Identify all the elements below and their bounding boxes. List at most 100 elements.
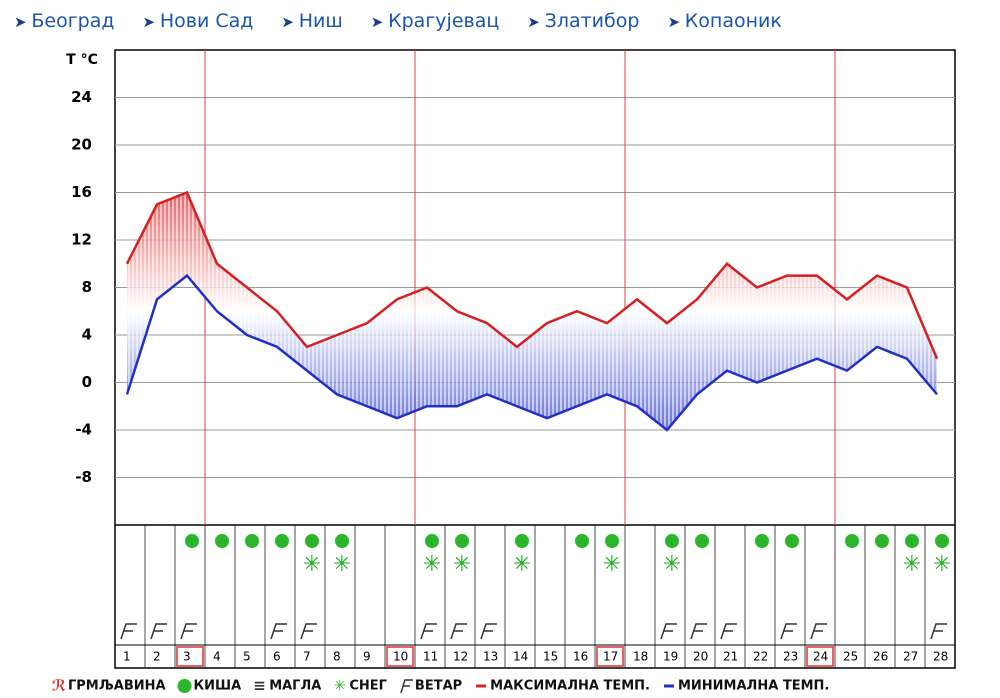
rain-icon (575, 534, 589, 548)
legend: ℛ ГРМЉАВИНА КИША ≡ МАГЛА ✳ СНЕГ ВЕТАР МАКСИМАЛНА… (52, 677, 829, 695)
day-label: 28 (933, 650, 948, 664)
y-tick-label: 24 (71, 88, 92, 106)
wind-icon (150, 623, 167, 640)
rain-icon (905, 534, 919, 548)
day-label: 8 (333, 650, 341, 664)
rain-icon (245, 534, 259, 548)
range-hatch (127, 192, 937, 430)
day-label: 15 (543, 650, 558, 664)
day-label: 26 (873, 650, 888, 664)
day-label: 9 (363, 650, 371, 664)
wind-icon (270, 623, 287, 640)
legend-label: МИНИМАЛНА ТЕМП. (678, 679, 829, 694)
nav-link[interactable]: Београд (14, 10, 114, 32)
legend-label: МАГЛА (269, 679, 321, 694)
day-label: 12 (453, 650, 468, 664)
y-tick-label: 12 (71, 231, 92, 249)
day-label: 22 (753, 650, 768, 664)
wind-icon (450, 623, 467, 640)
day-label: 4 (213, 650, 221, 664)
legend-label: ВЕТАР (415, 679, 462, 694)
series-line (125, 273, 938, 432)
y-tick-label: 20 (71, 136, 92, 154)
day-label: 19 (663, 650, 678, 664)
snow-icon: ✳ (933, 552, 951, 577)
rain-icon (425, 534, 439, 548)
day-label: 11 (423, 650, 438, 664)
snow-icon: ✳ (663, 552, 681, 577)
y-tick-label: -4 (75, 421, 92, 439)
rain-icon (455, 534, 469, 548)
day-highlight (386, 646, 414, 667)
rain-icon (875, 534, 889, 548)
legend-icon: ≡ (253, 677, 266, 695)
rain-icon (605, 534, 619, 548)
snow-icon: ✳ (603, 552, 621, 577)
day-label: 18 (633, 650, 648, 664)
snow-icon: ✳ (513, 552, 531, 577)
day-highlight (176, 646, 204, 667)
day-label: 20 (693, 650, 708, 664)
wind-icon (420, 623, 437, 640)
day-label: 23 (783, 650, 798, 664)
nav-link[interactable]: Златибор (527, 10, 640, 32)
y-tick-label: -8 (75, 468, 92, 486)
legend-icon (400, 679, 413, 694)
wind-icon (180, 623, 197, 640)
day-label: 25 (843, 650, 858, 664)
y-tick-label: 0 (82, 373, 92, 391)
snow-icon: ✳ (423, 552, 441, 577)
wind-icon (930, 623, 947, 640)
rain-icon (845, 534, 859, 548)
day-label: 7 (303, 650, 311, 664)
nav-link[interactable]: Копаоник (667, 10, 782, 32)
y-tick-label: 16 (71, 183, 92, 201)
day-label: 5 (243, 650, 251, 664)
rain-icon (275, 534, 289, 548)
nav-link[interactable]: Ниш (281, 10, 343, 32)
day-label: 2 (153, 650, 161, 664)
legend-label: МАКСИМАЛНА ТЕМП. (490, 679, 650, 694)
snow-icon: ✳ (303, 552, 321, 577)
rain-icon (755, 534, 769, 548)
wind-icon (690, 623, 707, 640)
day-label: 27 (903, 650, 918, 664)
day-label: 16 (573, 650, 588, 664)
day-highlight (806, 646, 834, 667)
day-label: 13 (483, 650, 498, 664)
snow-icon: ✳ (453, 552, 471, 577)
rain-icon (515, 534, 529, 548)
rain-icon (335, 534, 349, 548)
rain-icon (935, 534, 949, 548)
day-label: 10 (393, 650, 408, 664)
y-tick-label: 8 (82, 278, 92, 296)
y-tick-label: 4 (82, 326, 92, 344)
wind-icon (780, 623, 797, 640)
nav-link[interactable]: Нови Сад (143, 10, 254, 32)
snow-icon: ✳ (903, 552, 921, 577)
day-label: 24 (813, 650, 828, 664)
wind-icon (120, 623, 137, 640)
legend-label: КИША (194, 679, 242, 694)
legend-label: ГРМЉАВИНА (68, 679, 166, 694)
wind-icon (480, 623, 497, 640)
rain-icon (665, 534, 679, 548)
day-label: 21 (723, 650, 738, 664)
nav-link[interactable]: Крагујевац (371, 10, 499, 32)
day-label: 6 (273, 650, 281, 664)
wind-icon (810, 623, 827, 640)
snow-icon: ✳ (333, 552, 351, 577)
day-label: 1 (123, 650, 131, 664)
wind-icon (660, 623, 677, 640)
rain-icon (305, 534, 319, 548)
wind-icon (720, 623, 737, 640)
legend-icon (177, 679, 192, 693)
legend-label: СНЕГ (349, 679, 387, 694)
wind-icon (300, 623, 317, 640)
rain-icon (785, 534, 799, 548)
nav: Београд Нови Сад Ниш Крагујевац Златибор… (14, 10, 810, 32)
y-axis-label: T °C (66, 52, 98, 68)
rain-icon (185, 534, 199, 548)
